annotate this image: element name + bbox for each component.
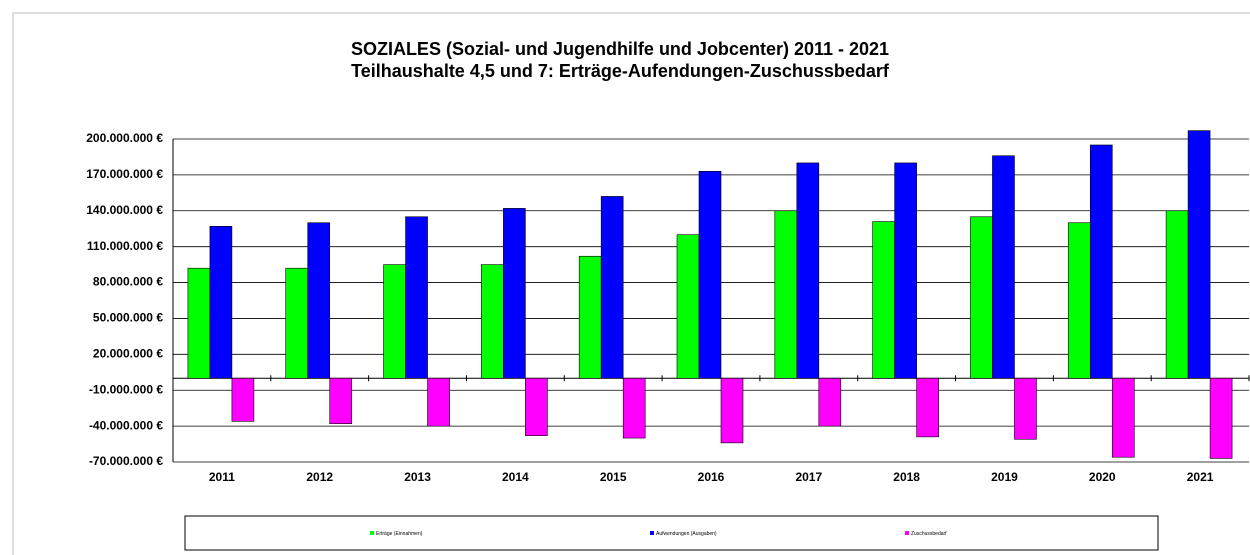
bar xyxy=(383,264,406,379)
bar xyxy=(1014,377,1037,440)
chart-subtitle: Teilhaushalte 4,5 und 7: Erträge-Aufendu… xyxy=(351,61,890,81)
bar xyxy=(1111,377,1135,458)
x-tick-label: 2015 xyxy=(600,470,627,484)
bar xyxy=(1067,222,1091,379)
y-tick-label: -70.000.000 € xyxy=(89,454,163,468)
x-tick-label: 2012 xyxy=(306,470,333,484)
bar xyxy=(676,234,700,379)
legend-label: Erträge (Einnahmen) xyxy=(376,531,423,537)
bar xyxy=(774,210,798,379)
bar xyxy=(698,171,722,379)
bar xyxy=(427,377,450,427)
legend-swatch xyxy=(370,531,374,535)
bar xyxy=(894,162,917,379)
bar xyxy=(503,208,526,379)
bar xyxy=(231,377,255,422)
x-tick-label: 2014 xyxy=(502,470,529,484)
legend-swatch xyxy=(905,531,909,535)
bar xyxy=(1165,210,1189,379)
bar xyxy=(307,222,331,379)
y-tick-label: 140.000.000 € xyxy=(86,203,163,217)
x-tick-label: 2016 xyxy=(698,470,725,484)
bar xyxy=(481,264,504,379)
bar xyxy=(916,377,939,438)
bar xyxy=(1089,144,1113,379)
x-tick-label: 2018 xyxy=(893,470,920,484)
bar xyxy=(970,216,993,379)
legend-box xyxy=(184,515,1159,551)
x-tick-label: 2019 xyxy=(991,470,1018,484)
bar xyxy=(600,196,624,379)
y-tick-label: -10.000.000 € xyxy=(89,382,163,396)
y-tick-label: 80.000.000 € xyxy=(93,275,163,289)
y-tick-label: 170.000.000 € xyxy=(86,167,163,181)
y-tick-label: 110.000.000 € xyxy=(87,239,163,253)
bar xyxy=(187,267,211,379)
legend-label: Zuschussbedarf xyxy=(911,531,947,537)
x-tick-label: 2017 xyxy=(795,470,822,484)
bar xyxy=(405,216,428,379)
y-tick-label: 200.000.000 € xyxy=(86,131,163,145)
chart-title: SOZIALES (Sozial- und Jugendhilfe und Jo… xyxy=(351,39,889,59)
x-tick-label: 2021 xyxy=(1187,470,1214,484)
bar xyxy=(285,267,309,379)
bar xyxy=(818,377,842,427)
x-tick-label: 2011 xyxy=(209,470,235,484)
bar xyxy=(329,377,353,425)
chart-border xyxy=(12,12,1250,555)
bar xyxy=(720,377,744,444)
bar xyxy=(578,255,602,379)
legend-label: Aufwendungen (Ausgaben) xyxy=(656,531,717,537)
bar xyxy=(992,155,1015,379)
bar xyxy=(1209,377,1233,459)
legend-swatch xyxy=(650,531,654,535)
bar xyxy=(525,377,548,436)
bar xyxy=(796,162,820,379)
bar xyxy=(622,377,646,439)
x-tick-label: 2013 xyxy=(404,470,431,484)
bar xyxy=(872,221,895,379)
y-tick-label: -40.000.000 € xyxy=(89,418,163,432)
x-tick-label: 2020 xyxy=(1089,470,1116,484)
bar xyxy=(1187,130,1211,379)
y-tick-label: 20.000.000 € xyxy=(93,347,163,361)
bar xyxy=(209,226,233,379)
y-tick-label: 50.000.000 € xyxy=(93,311,163,325)
